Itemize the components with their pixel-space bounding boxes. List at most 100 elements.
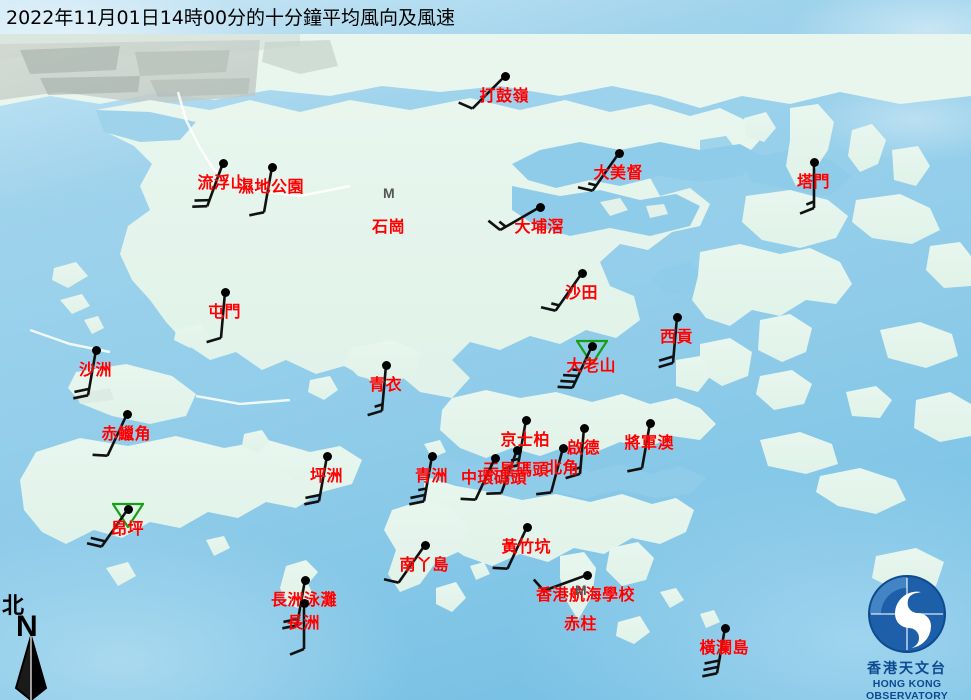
logo-name-cn: 香港天文台 [867, 661, 947, 677]
station-label: 長洲 [287, 613, 321, 632]
station-label: 黃竹坑 [501, 537, 552, 556]
wind-barb [702, 627, 727, 678]
wind-barb [192, 162, 225, 208]
station-label: 濕地公園 [238, 177, 305, 196]
station-label: 赤柱 [564, 614, 598, 633]
station-label: 青衣 [369, 375, 403, 394]
station-dot [427, 451, 437, 461]
wind-barb [492, 526, 529, 570]
station-dot [512, 445, 522, 455]
station-dot [381, 360, 391, 370]
wind-barb [383, 544, 427, 584]
page-title: 2022年11月01日14時00分的十分鐘平均風向及風速 [6, 7, 456, 29]
station-dot [577, 268, 587, 278]
station-dot [218, 158, 228, 168]
station-label: 青洲 [415, 466, 449, 485]
station-dot [322, 451, 332, 461]
wind-barb [627, 422, 652, 473]
station-label: 南丫島 [399, 555, 450, 574]
mainland-china-landmass [0, 34, 971, 108]
station-label: 天星碼頭 [483, 460, 550, 479]
hko-emblem-icon [868, 575, 946, 653]
station-label: 將軍澳 [624, 433, 675, 452]
wind-barb [304, 455, 329, 506]
wind-barb [540, 272, 584, 312]
wind-barb [73, 349, 98, 400]
station-label: 橫瀾島 [699, 638, 750, 657]
wind-barb [536, 447, 565, 496]
station-label: 坪洲 [310, 466, 344, 485]
compass-needle-icon [14, 635, 48, 700]
station-dot [614, 148, 624, 158]
missing-data-marker: M [575, 582, 587, 598]
station-dot [123, 504, 133, 514]
station-dot [558, 443, 568, 453]
station-dot [720, 623, 730, 633]
wind-barb [206, 291, 227, 344]
station-dot [299, 598, 309, 608]
station-label: 屯門 [208, 302, 242, 321]
station-label: 昂坪 [111, 519, 145, 538]
station-triangle-marker [112, 502, 144, 528]
station-dot [582, 570, 592, 580]
station-label: 石崗 [372, 217, 406, 236]
station-dot [645, 418, 655, 428]
north-arrow: 北 N [0, 588, 62, 700]
station-label: 啟德 [567, 438, 601, 457]
station-dot [535, 202, 545, 212]
station-dot [122, 409, 132, 419]
station-label: 北角 [546, 458, 580, 477]
station-label: 京士柏 [500, 430, 551, 449]
station-label: 大美督 [593, 163, 644, 182]
station-label: 流浮山 [197, 173, 248, 192]
station-dot [521, 415, 531, 425]
station-dot [490, 453, 500, 463]
wind-barb [249, 166, 274, 217]
wind-barb [460, 457, 497, 501]
wind-barb [658, 316, 679, 369]
station-label: 西貢 [660, 327, 694, 346]
wind-barb [86, 508, 130, 548]
wind-barb [92, 413, 129, 457]
station-dot [809, 157, 819, 167]
wind-barb [577, 152, 621, 192]
wind-barb [532, 573, 588, 592]
northeast-islands [742, 104, 971, 288]
wind-barb [799, 162, 816, 215]
station-label: 大埔滘 [514, 217, 565, 236]
new-territories-landmass [96, 98, 852, 398]
missing-data-marker: M [383, 185, 395, 201]
station-dot [220, 287, 230, 297]
wind-barb [486, 449, 519, 495]
station-dot [522, 522, 532, 532]
station-dot [587, 341, 597, 351]
station-dot [672, 312, 682, 322]
wind-barb [565, 427, 586, 480]
station-label: 香港航海學校 [536, 585, 636, 604]
station-label: 中環碼頭 [461, 468, 528, 487]
station-dot [267, 162, 277, 172]
hko-logo: 香港天文台 HONG KONG OBSERVATORY [843, 572, 971, 700]
logo-name-en: HONG KONG OBSERVATORY [865, 678, 949, 700]
wind-barb [367, 364, 388, 417]
station-dot [91, 345, 101, 355]
station-triangle-marker [576, 339, 608, 365]
station-label: 大老山 [566, 356, 617, 375]
station-dot [500, 71, 510, 81]
station-label: 塔門 [797, 172, 831, 191]
station-dot [300, 575, 310, 585]
station-label: 打鼓嶺 [479, 86, 530, 105]
wind-barb [557, 345, 594, 389]
wind-barb [289, 603, 306, 656]
wind-barb [487, 205, 541, 232]
station-dot [420, 540, 430, 550]
sai-kung-peninsula [676, 244, 852, 392]
station-dot [579, 423, 589, 433]
station-label: 沙洲 [79, 360, 113, 379]
wind-barb [458, 75, 506, 110]
compass-label-en: N [16, 610, 38, 643]
wind-barb [409, 455, 434, 506]
station-label: 赤鱲角 [101, 424, 152, 443]
